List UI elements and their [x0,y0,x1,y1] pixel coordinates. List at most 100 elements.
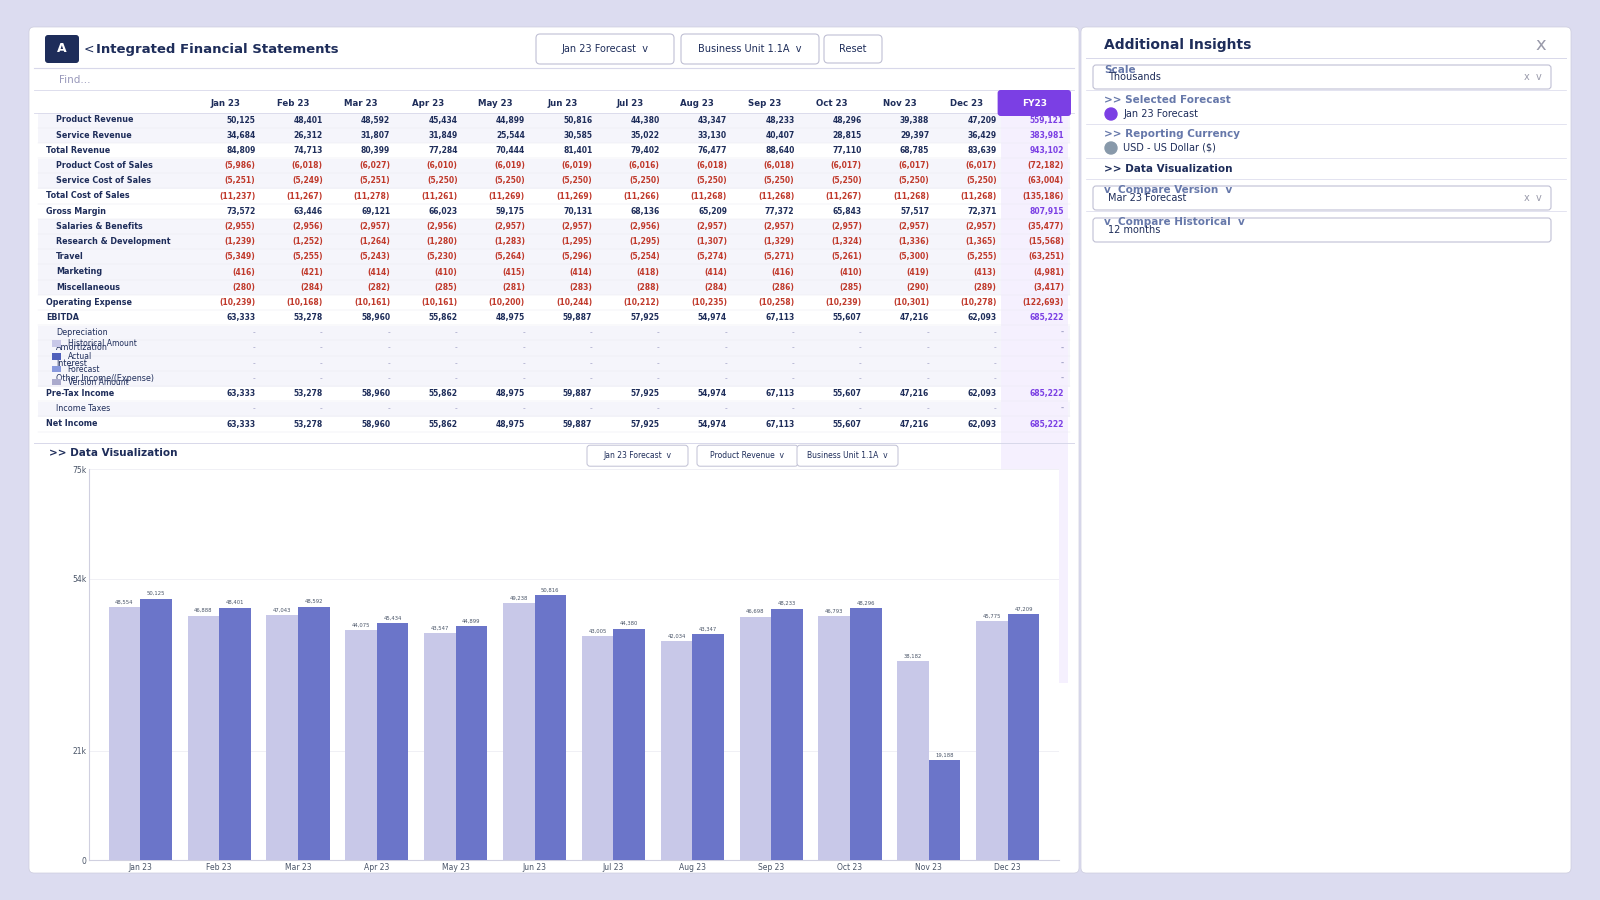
Text: -: - [994,328,997,338]
Bar [38,128,1070,143]
Text: Scale: Scale [1104,65,1136,75]
Text: (4,981): (4,981) [1034,267,1064,276]
Bar [109,607,141,860]
Text: (10,239): (10,239) [219,298,256,307]
Text: Jan 23 Forecast  v: Jan 23 Forecast v [603,451,670,460]
Bar [38,280,1070,295]
Text: 58,960: 58,960 [362,389,390,398]
Text: -: - [454,344,458,353]
Text: 57,517: 57,517 [901,207,930,216]
Text: (6,018): (6,018) [291,161,323,170]
Text: Product Cost of Sales: Product Cost of Sales [56,161,154,170]
Text: (282): (282) [368,283,390,292]
Text: 55,862: 55,862 [429,389,458,398]
Text: 47,216: 47,216 [899,419,930,428]
Bar [38,189,1070,204]
Text: x: x [1536,36,1546,54]
Text: (5,274): (5,274) [696,252,726,261]
FancyBboxPatch shape [587,446,688,466]
Text: -: - [994,374,997,382]
Text: 76,477: 76,477 [698,146,726,155]
Text: (1,295): (1,295) [562,237,592,246]
Bar [38,204,1070,220]
FancyBboxPatch shape [682,34,819,64]
Text: (11,269): (11,269) [557,192,592,201]
Text: 70,444: 70,444 [496,146,525,155]
Text: (285): (285) [838,283,862,292]
Text: Amortization: Amortization [56,344,107,353]
Text: (10,239): (10,239) [826,298,862,307]
Text: -: - [454,374,458,382]
Text: 31,807: 31,807 [360,130,390,140]
Text: -: - [926,328,930,338]
Text: Integrated Financial Statements: Integrated Financial Statements [96,42,339,56]
Text: (419): (419) [907,267,930,276]
Text: 45,775: 45,775 [982,614,1002,619]
Bar [38,356,1070,372]
Text: Interest: Interest [56,359,86,368]
Text: Total Revenue: Total Revenue [46,146,110,155]
Text: (5,250): (5,250) [562,176,592,185]
Text: -: - [658,328,659,338]
Text: 77,284: 77,284 [429,146,458,155]
Text: (5,249): (5,249) [293,176,323,185]
Text: 47,209: 47,209 [1014,607,1032,611]
Text: -: - [792,374,795,382]
Text: (283): (283) [570,283,592,292]
Text: (413): (413) [974,267,997,276]
Text: -: - [926,404,930,413]
Text: v  Compare Version  v: v Compare Version v [1104,185,1232,195]
Text: 55,607: 55,607 [834,419,862,428]
Text: 67,113: 67,113 [765,389,795,398]
Bar [38,417,1070,432]
Text: -: - [320,344,323,353]
Text: 38,182: 38,182 [904,653,922,659]
Text: -: - [658,359,659,368]
Text: (6,017): (6,017) [830,161,862,170]
Text: Nov 23: Nov 23 [883,98,917,107]
Text: 67,113: 67,113 [765,419,795,428]
Text: Sep 23: Sep 23 [749,98,781,107]
Text: 79,402: 79,402 [630,146,659,155]
Text: (6,018): (6,018) [763,161,795,170]
Text: 54,974: 54,974 [698,313,726,322]
Text: -: - [253,404,256,413]
Text: Jan 23 Forecast: Jan 23 Forecast [1123,109,1198,119]
Text: (5,986): (5,986) [224,161,256,170]
Text: (284): (284) [704,283,726,292]
Text: Business Unit 1.1A  v: Business Unit 1.1A v [806,451,888,460]
Text: Pre-Tax Income: Pre-Tax Income [46,389,114,398]
Text: (286): (286) [771,283,795,292]
Bar [187,616,219,860]
Text: (1,252): (1,252) [293,237,323,246]
Text: Depreciation: Depreciation [56,328,107,338]
Text: (1,307): (1,307) [696,237,726,246]
Text: (1,283): (1,283) [494,237,525,246]
Text: 81,401: 81,401 [563,146,592,155]
Text: Business Unit 1.1A  v: Business Unit 1.1A v [698,44,802,54]
Text: 40,407: 40,407 [765,130,795,140]
Text: -: - [454,404,458,413]
Text: 19,188: 19,188 [936,752,954,758]
Text: 50,816: 50,816 [541,588,560,592]
Text: -: - [320,328,323,338]
FancyBboxPatch shape [797,446,898,466]
Text: 47,216: 47,216 [899,313,930,322]
Text: FY23: FY23 [1022,98,1046,107]
Bar [298,607,330,860]
FancyBboxPatch shape [45,35,78,63]
Text: 55,862: 55,862 [429,313,458,322]
Text: (5,250): (5,250) [696,176,726,185]
Text: (10,200): (10,200) [488,298,525,307]
Text: 55,862: 55,862 [429,419,458,428]
Bar [38,220,1070,235]
Text: 43,347: 43,347 [699,626,717,632]
Text: 42,034: 42,034 [667,634,686,638]
Text: -: - [320,374,323,382]
Text: (63,251): (63,251) [1027,252,1064,261]
Text: 84,809: 84,809 [226,146,256,155]
FancyBboxPatch shape [1093,65,1550,89]
Text: 48,592: 48,592 [304,599,323,604]
Text: 63,333: 63,333 [226,419,256,428]
FancyBboxPatch shape [1082,27,1571,873]
